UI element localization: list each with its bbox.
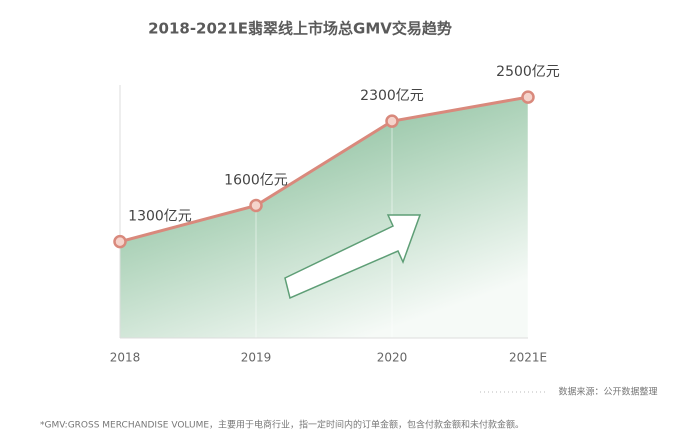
data-label: 1600亿元 [224, 173, 288, 189]
source: 数据来源：公开数据整理 [558, 386, 657, 398]
x-tick-label: 2020 [377, 351, 408, 365]
point [385, 114, 399, 128]
area-fill [120, 97, 528, 338]
data-label: 1300亿元 [128, 209, 192, 225]
data-label: 2500亿元 [496, 64, 560, 80]
footnote: *GMV:GROSS MERCHANDISE VOLUME，主要用于电商行业，指… [40, 419, 524, 431]
chart-title: 2018-2021E翡翠线上市场总GMV交易趋势 [148, 20, 452, 38]
point [113, 234, 127, 249]
point [521, 90, 535, 104]
arrow-decoration [284, 214, 422, 300]
line [119, 95, 529, 244]
x-tick-label: 2018 [110, 351, 141, 365]
point [249, 198, 263, 213]
x-tick-label: 2021E [509, 351, 547, 365]
x-tick-label: 2019 [241, 351, 272, 365]
data-label: 2300亿元 [360, 88, 424, 104]
